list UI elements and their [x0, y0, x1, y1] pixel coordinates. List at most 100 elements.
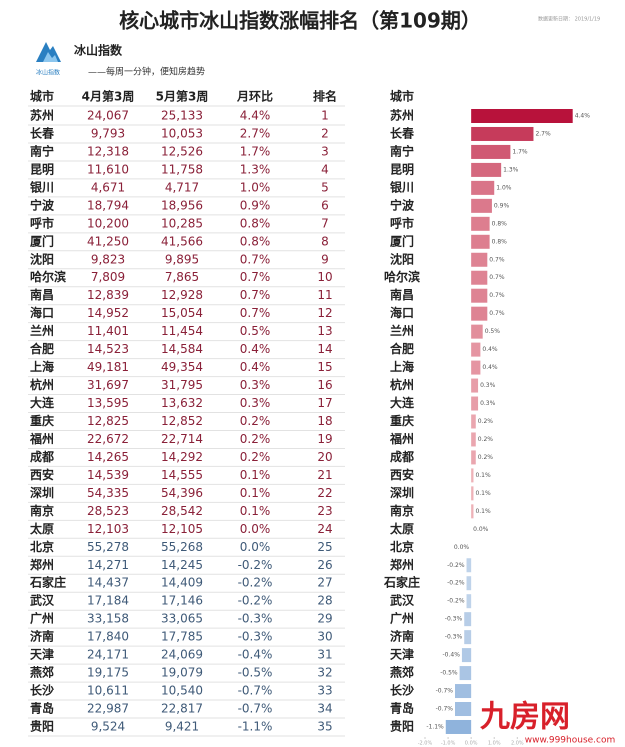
value-label: 1.3%	[503, 166, 519, 173]
table-cell: 29	[317, 612, 332, 626]
table-cell: 32	[317, 666, 332, 680]
table-cell: 9,793	[91, 126, 125, 140]
table-cell: 9,823	[91, 252, 125, 266]
column-header: 月环比	[236, 89, 273, 104]
table-cell: 22,672	[87, 432, 129, 446]
chart-city: 燕郊	[390, 665, 414, 680]
table-cell: 0.5%	[240, 324, 271, 338]
bar	[471, 504, 474, 519]
table-cell: 35	[317, 719, 332, 733]
table-cell: 0.0%	[240, 522, 271, 536]
city-name: 天津	[30, 647, 54, 662]
table-cell: 9,421	[165, 719, 199, 733]
bar	[471, 180, 495, 195]
table-cell: 11,758	[161, 162, 203, 176]
chart-city: 宁波	[390, 197, 415, 212]
table-cell: 10,200	[87, 216, 129, 230]
city-name: 南宁	[30, 143, 54, 158]
city-name: 宁波	[30, 197, 55, 212]
table-cell: 4,717	[165, 180, 199, 194]
chart-city: 重庆	[390, 413, 414, 428]
chart-city: 贵阳	[390, 718, 414, 733]
table-cell: 13,595	[87, 396, 129, 410]
watermark-brand: 九房网	[480, 700, 570, 735]
table-cell: -0.3%	[238, 630, 273, 644]
value-label: -0.2%	[447, 580, 465, 587]
table-cell: 28,542	[161, 504, 203, 518]
value-label: -0.3%	[445, 616, 463, 623]
table-cell: 12,103	[87, 522, 129, 536]
table-cell: 9	[321, 252, 329, 266]
table-cell: 24,067	[87, 109, 129, 123]
table-cell: 19,079	[161, 666, 203, 680]
table-cell: 18	[317, 414, 332, 428]
table-cell: 0.7%	[240, 306, 271, 320]
value-label: 1.0%	[496, 184, 512, 191]
value-label: -0.2%	[447, 598, 465, 605]
value-label: 0.7%	[489, 310, 505, 317]
logo-icon-inner	[43, 52, 58, 62]
table-cell: 14,952	[87, 306, 129, 320]
table-cell: 9,524	[91, 719, 125, 733]
bar	[455, 702, 472, 717]
chart-city: 沈阳	[390, 251, 414, 266]
bar	[461, 648, 472, 663]
chart-city: 合肥	[390, 341, 414, 356]
bar	[466, 576, 472, 591]
value-label: 0.4%	[482, 364, 498, 371]
table-cell: 13,632	[161, 396, 203, 410]
table-cell: 20	[317, 450, 332, 464]
bar	[459, 666, 472, 681]
table-cell: 26	[317, 558, 332, 572]
x-tick-label: -1.0%	[441, 741, 456, 747]
city-name: 郑州	[30, 557, 54, 572]
table-cell: -0.5%	[238, 666, 273, 680]
table-cell: 24,171	[87, 648, 129, 662]
value-label: 0.9%	[494, 202, 510, 209]
table-cell: 11,401	[87, 324, 129, 338]
chart-city: 青岛	[390, 701, 414, 716]
chart-city: 大连	[390, 395, 415, 410]
bar	[471, 198, 492, 213]
bar	[471, 324, 483, 339]
value-label: -0.3%	[445, 634, 463, 641]
table-cell: 12,825	[87, 414, 129, 428]
title: 核心城市冰山指数涨幅排名（第109期）	[119, 9, 481, 33]
table-cell: 17,146	[161, 594, 203, 608]
value-label: 0.4%	[482, 346, 498, 353]
chart-city: 长春	[390, 125, 415, 140]
table-cell: 10	[317, 270, 332, 284]
city-name: 武汉	[30, 593, 55, 608]
table-cell: 10,285	[161, 216, 203, 230]
column-header: 4月第3周	[82, 89, 135, 104]
table-cell: 4.4%	[240, 109, 271, 123]
table-cell: 23	[317, 504, 332, 518]
chart-city: 太原	[390, 521, 414, 536]
chart-city: 杭州	[390, 377, 414, 392]
bar	[471, 396, 479, 411]
table-cell: 10,611	[87, 684, 129, 698]
city-name: 燕郊	[30, 665, 54, 680]
chart-city: 厦门	[390, 233, 414, 248]
value-label: 0.7%	[489, 292, 505, 299]
table-cell: 0.4%	[240, 360, 271, 374]
column-header: 排名	[313, 89, 337, 104]
x-tick-label: 0.0%	[465, 741, 478, 747]
value-label: 0.2%	[478, 454, 494, 461]
table-cell: 11	[317, 288, 332, 302]
table-cell: 14,539	[87, 468, 129, 482]
city-name: 大连	[30, 395, 55, 410]
table-cell: 0.7%	[240, 252, 271, 266]
bar	[471, 486, 474, 501]
table-cell: 27	[317, 576, 332, 590]
column-header: 5月第3周	[156, 89, 209, 104]
chart-city: 南宁	[390, 143, 414, 158]
value-label: 4.4%	[575, 113, 591, 120]
bar	[471, 306, 488, 321]
table-cell: 7	[321, 216, 329, 230]
value-label: 0.3%	[480, 400, 496, 407]
table-cell: 25	[317, 540, 332, 554]
table-cell: 49,181	[87, 360, 129, 374]
table-cell: 13	[317, 324, 332, 338]
table-cell: 24	[317, 522, 332, 536]
